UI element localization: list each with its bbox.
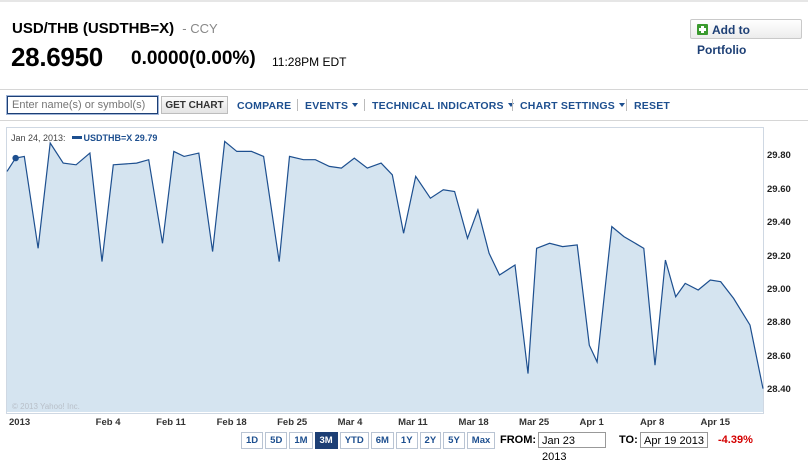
x-tick-label: Feb 18: [216, 417, 247, 428]
range-button-1m[interactable]: 1M: [289, 432, 313, 449]
range-button-5d[interactable]: 5D: [265, 432, 288, 449]
chevron-down-icon: [618, 103, 625, 107]
x-tick-label: Mar 25: [519, 417, 550, 428]
chevron-down-icon: [352, 103, 359, 107]
exchange-label: - CCY: [182, 21, 218, 36]
chart-toolbar: GET CHART COMPARE EVENTS TECHNICAL INDIC…: [0, 89, 808, 121]
toolbar-divider: [512, 99, 513, 111]
x-tick-label: Feb 4: [95, 417, 121, 428]
y-tick-label: 29.40: [767, 217, 791, 229]
x-tick-label: 2013: [9, 417, 31, 428]
period-change: -4.39%: [718, 434, 753, 446]
copyright-watermark: © 2013 Yahoo! Inc.: [12, 402, 80, 411]
plus-icon: [697, 24, 708, 35]
toolbar-divider: [297, 99, 298, 111]
reset-button[interactable]: RESET: [634, 100, 670, 112]
price-change: 0.0000(0.00%): [131, 48, 256, 69]
to-label: TO:: [619, 434, 638, 446]
chart-settings-label: CHART SETTINGS: [520, 100, 615, 112]
compare-label: COMPARE: [237, 100, 292, 112]
from-date-input[interactable]: Jan 23 2013: [538, 432, 606, 463]
events-menu[interactable]: EVENTS: [305, 100, 359, 112]
range-button-1d[interactable]: 1D: [241, 432, 264, 449]
x-tick-label: Mar 11: [398, 417, 428, 428]
technical-indicators-menu[interactable]: TECHNICAL INDICATORS: [372, 100, 514, 112]
x-tick-label: Apr 15: [700, 417, 731, 428]
last-price: 28.6950: [11, 42, 103, 72]
range-button-5y[interactable]: 5Y: [443, 432, 465, 449]
price-area: [7, 141, 763, 412]
range-button-2y[interactable]: 2Y: [419, 432, 442, 449]
chart-legend: Jan 24, 2013: USDTHB=X 29.79: [11, 133, 157, 143]
technical-indicators-label: TECHNICAL INDICATORS: [372, 100, 504, 112]
range-selector: 1D 5D 1M 3M YTD 6M 1Y 2Y 5Y Max: [241, 432, 497, 449]
from-label: FROM:: [500, 434, 537, 446]
x-tick-label: Apr 8: [640, 417, 665, 428]
x-tick-label: Mar 18: [458, 417, 489, 428]
symbol-search-input[interactable]: [6, 95, 159, 115]
range-button-max[interactable]: Max: [466, 432, 496, 449]
x-tick-label: Apr 1: [579, 417, 604, 428]
chevron-down-icon: [507, 103, 514, 107]
quote-time: 11:28PM EDT: [272, 55, 347, 69]
compare-button[interactable]: COMPARE: [237, 100, 291, 112]
toolbar-divider: [626, 99, 627, 111]
y-tick-label: 28.80: [767, 317, 791, 329]
range-button-6m[interactable]: 6M: [370, 432, 394, 449]
toolbar-divider: [364, 99, 365, 111]
to-date-input[interactable]: Apr 19 2013: [640, 432, 708, 448]
series-swatch: [71, 136, 82, 139]
price-chart[interactable]: [0, 0, 808, 451]
add-to-portfolio-button[interactable]: Add to Portfolio: [690, 19, 802, 57]
y-tick-label: 29.80: [767, 150, 791, 162]
range-button-ytd[interactable]: YTD: [339, 432, 369, 449]
y-tick-label: 28.40: [767, 384, 791, 396]
y-tick-label: 29.20: [767, 250, 791, 262]
price-line: [6, 140, 764, 389]
events-label: EVENTS: [305, 100, 349, 112]
y-tick-label: 29.00: [767, 284, 791, 296]
chart-frame: [6, 127, 764, 414]
legend-date: Jan 24, 2013:: [11, 133, 66, 143]
range-button-1y[interactable]: 1Y: [395, 432, 418, 449]
quote-title: USD/THB (USDTHB=X) - CCY: [12, 20, 218, 37]
legend-series-label: USDTHB=X 29.79: [83, 133, 158, 143]
x-tick-label: Mar 4: [337, 417, 363, 428]
x-tick-label: Feb 11: [156, 417, 186, 428]
y-tick-label: 29.60: [767, 183, 791, 195]
reset-label: RESET: [634, 100, 671, 112]
get-chart-button[interactable]: GET CHART: [161, 96, 228, 114]
hover-marker: [12, 154, 19, 162]
symbol-name: USD/THB (USDTHB=X): [12, 20, 175, 37]
add-to-portfolio-label: Add to Portfolio: [697, 23, 750, 57]
legend-series: USDTHB=X 29.79: [71, 133, 158, 143]
y-tick-label: 28.60: [767, 350, 791, 362]
top-border: [0, 0, 808, 2]
x-tick-label: Feb 25: [277, 417, 308, 428]
range-button-3m[interactable]: 3M: [314, 432, 338, 449]
chart-settings-menu[interactable]: CHART SETTINGS: [520, 100, 625, 112]
